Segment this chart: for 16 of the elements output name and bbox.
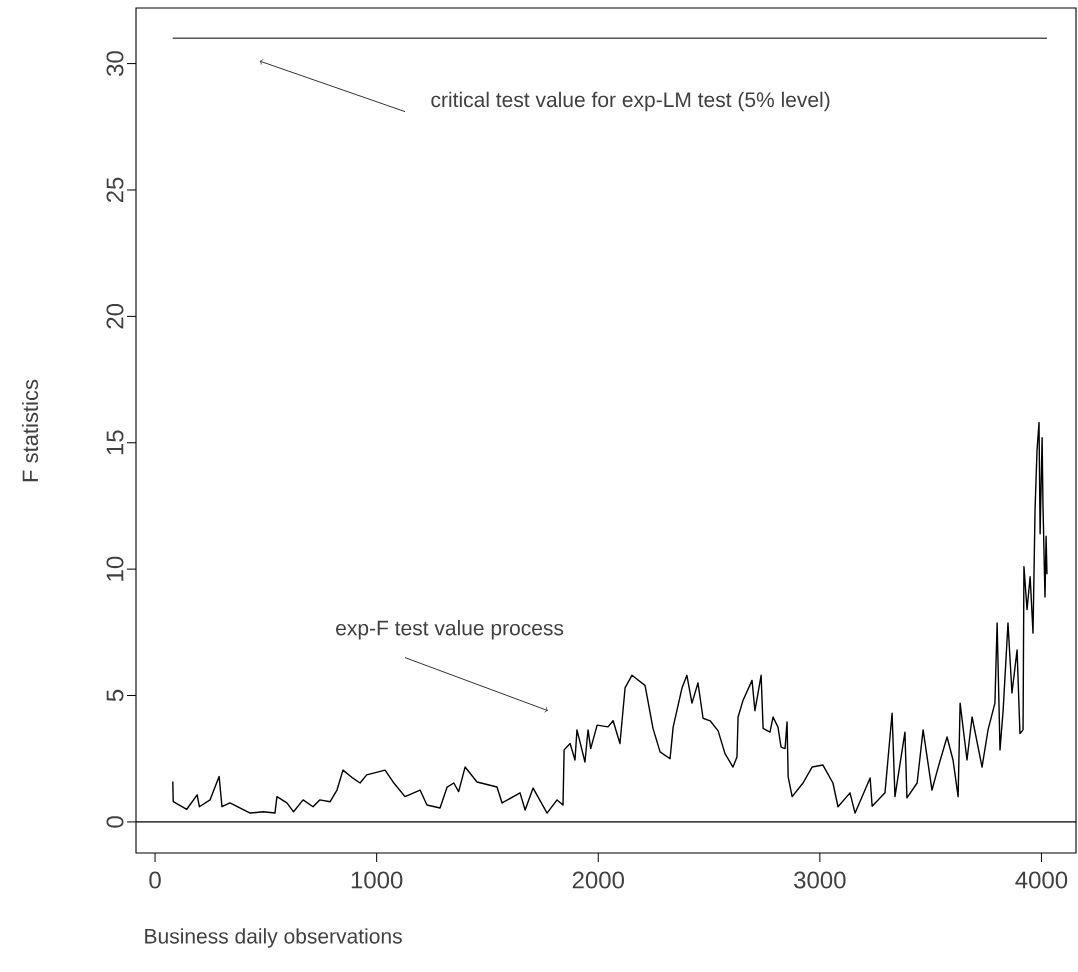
y-axis-title: F statistics <box>21 379 39 482</box>
x-tick-label: 0 <box>149 871 161 889</box>
y-tick-label: 25 <box>106 177 124 203</box>
x-tick-label: 1000 <box>351 871 403 889</box>
x-axis-title: Business daily observations <box>145 928 402 948</box>
y-tick-label: 10 <box>106 556 124 581</box>
x-tick-label: 3000 <box>794 871 846 889</box>
y-tick-label: 20 <box>106 303 124 329</box>
annotation: critical test value for exp-LM test (5% level) <box>431 91 830 112</box>
x-tick-label: 4000 <box>1015 871 1068 889</box>
y-tick-label: 15 <box>106 430 124 455</box>
x-tick-label: 2000 <box>572 871 624 889</box>
y-tick-label: 5 <box>106 689 124 702</box>
annotation: exp-F test value process <box>336 620 564 640</box>
y-tick-label: 0 <box>106 816 124 828</box>
y-tick-label: 30 <box>106 51 124 77</box>
